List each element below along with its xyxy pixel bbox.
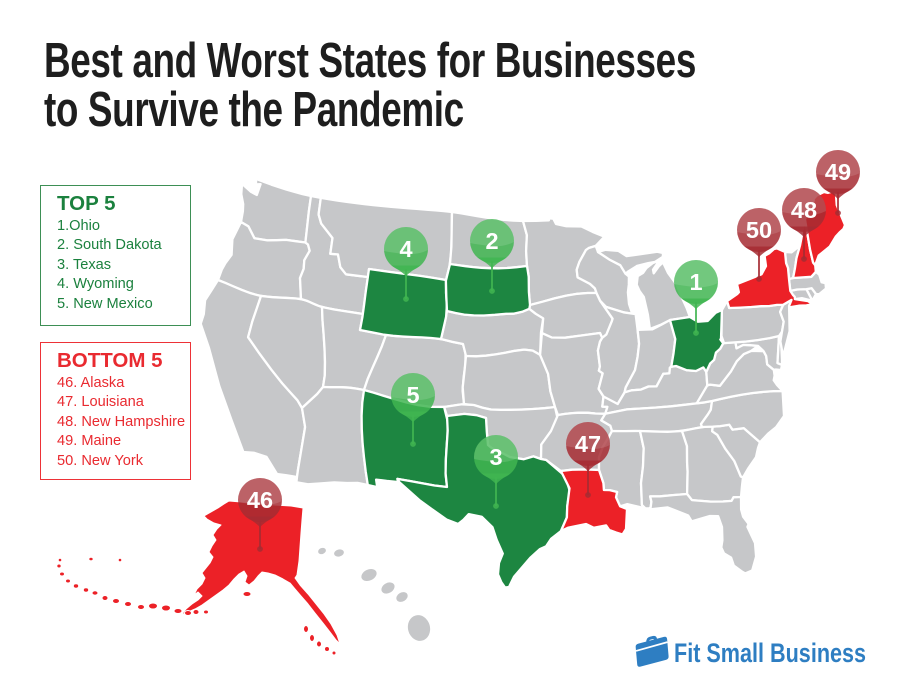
svg-text:49: 49	[825, 159, 851, 185]
svg-text:4: 4	[399, 236, 412, 262]
svg-text:5: 5	[406, 382, 419, 408]
svg-text:3: 3	[489, 444, 502, 470]
svg-text:1: 1	[689, 269, 702, 295]
svg-text:48: 48	[791, 197, 817, 223]
svg-text:2: 2	[485, 228, 498, 254]
svg-text:47: 47	[575, 431, 601, 457]
svg-text:50: 50	[746, 217, 772, 243]
svg-text:46: 46	[247, 487, 273, 513]
